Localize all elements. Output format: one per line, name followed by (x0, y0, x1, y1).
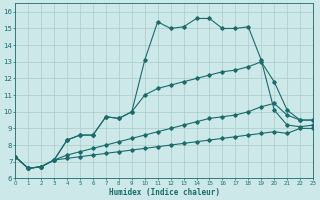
X-axis label: Humidex (Indice chaleur): Humidex (Indice chaleur) (108, 188, 220, 197)
